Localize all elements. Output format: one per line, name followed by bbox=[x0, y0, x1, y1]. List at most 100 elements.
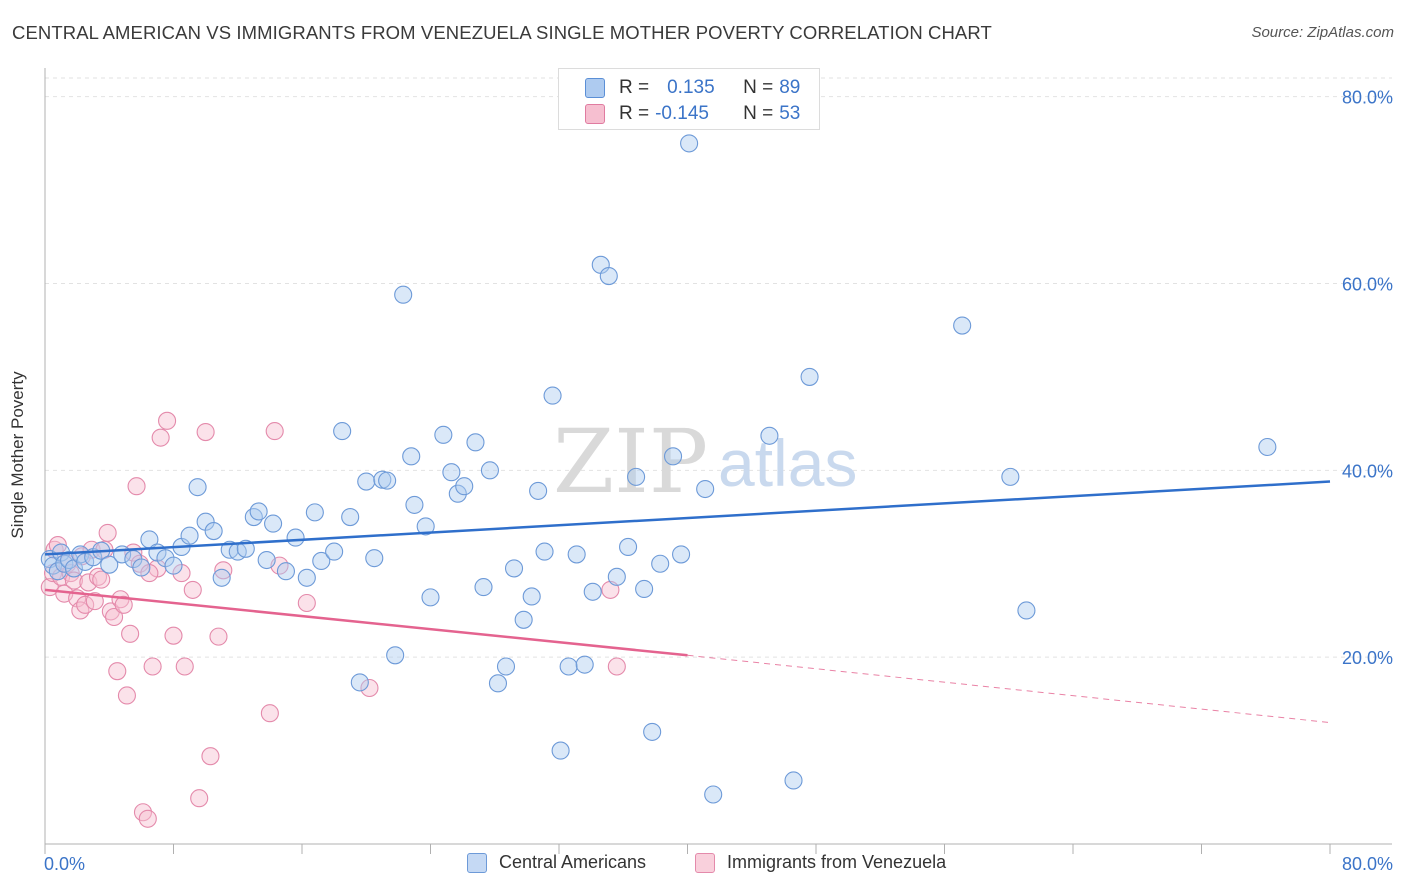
x-tick-label: 80.0% bbox=[1342, 854, 1393, 874]
venezuela-point bbox=[209, 627, 228, 646]
central-american-point bbox=[394, 285, 413, 304]
central-american-point bbox=[448, 484, 467, 503]
legend-r-label: R = bbox=[619, 77, 650, 98]
venezuela-point bbox=[88, 567, 108, 586]
central-american-point bbox=[249, 502, 268, 521]
central-american-point bbox=[212, 568, 231, 587]
chart-title: CENTRAL AMERICAN VS IMMIGRANTS FROM VENE… bbox=[12, 22, 992, 43]
legend-r-value: -0.145 bbox=[655, 103, 709, 124]
venezuela-point bbox=[260, 704, 279, 723]
central-american-point bbox=[504, 559, 524, 578]
y-axis-label: Single Mother Poverty bbox=[8, 371, 27, 539]
legend-n-label: N = bbox=[743, 103, 774, 124]
venezuela-point bbox=[85, 592, 104, 611]
central-american-point bbox=[607, 567, 626, 586]
legend-r-value: 0.135 bbox=[667, 77, 715, 98]
venezuela-point bbox=[151, 428, 170, 447]
legend-r-label: R = bbox=[619, 103, 650, 124]
central-american-point bbox=[386, 646, 405, 665]
central-american-point bbox=[204, 522, 223, 541]
venezuela-point bbox=[360, 678, 379, 698]
legend-swatch-venezuela bbox=[695, 852, 715, 873]
central-american-point bbox=[164, 556, 183, 575]
central-american-point bbox=[276, 562, 295, 581]
venezuela-point bbox=[92, 570, 111, 589]
legend-swatch-blue bbox=[585, 78, 605, 98]
legend-row-central-american: R = 0.135 N = 89 bbox=[585, 77, 800, 99]
central-american-point bbox=[466, 433, 485, 452]
legend-item-venezuela[interactable]: Immigrants from Venezuela bbox=[695, 852, 946, 873]
central-american-point bbox=[1017, 601, 1036, 620]
central-american-point bbox=[651, 554, 670, 573]
central-american-point bbox=[341, 507, 360, 527]
central-american-point bbox=[784, 771, 803, 790]
venezuela-trend-extension bbox=[687, 654, 1331, 724]
venezuela-point bbox=[117, 686, 136, 705]
central-american-point bbox=[551, 741, 570, 760]
venezuela-point bbox=[114, 595, 133, 614]
central-american-point bbox=[312, 551, 331, 571]
central-american-point bbox=[543, 386, 562, 405]
y-tick-label: 20.0% bbox=[1342, 648, 1393, 668]
central-american-point bbox=[333, 422, 352, 441]
venezuela-point bbox=[76, 595, 95, 614]
central-american-point bbox=[378, 471, 397, 490]
trend-lines bbox=[44, 480, 1331, 724]
central-american-point bbox=[264, 514, 283, 533]
central-american-point bbox=[416, 517, 435, 536]
central-american-point bbox=[474, 578, 493, 597]
central-american-point bbox=[529, 481, 548, 500]
venezuela-point bbox=[265, 422, 284, 441]
central-american-point bbox=[180, 526, 199, 545]
central-american-point bbox=[365, 549, 384, 568]
series-legend: Central Americans Immigrants from Venezu… bbox=[0, 852, 1406, 876]
central-american-point bbox=[60, 550, 79, 570]
series-central-american-points bbox=[40, 134, 1277, 804]
venezuela-trend-line bbox=[44, 588, 688, 657]
central-american-point bbox=[672, 545, 691, 564]
central-american-point bbox=[696, 479, 715, 499]
central-american-point bbox=[559, 657, 578, 676]
central-american-point bbox=[1001, 467, 1020, 486]
central-american-point bbox=[297, 568, 316, 587]
central-american-point bbox=[442, 463, 461, 482]
series-venezuela-points bbox=[40, 411, 626, 828]
central-american-point bbox=[257, 550, 276, 570]
legend-label-central-americans: Central Americans bbox=[499, 852, 647, 872]
central-american-point bbox=[325, 542, 344, 561]
legend-item-central-americans[interactable]: Central Americans bbox=[467, 852, 646, 873]
central-american-point bbox=[350, 673, 369, 692]
watermark-atlas: atlas bbox=[718, 426, 857, 500]
grid-lines bbox=[45, 77, 1392, 658]
venezuela-point bbox=[214, 561, 233, 580]
central-american-point bbox=[188, 478, 207, 497]
central-american-point bbox=[357, 472, 376, 491]
central-american-point bbox=[760, 426, 779, 445]
stats-legend: R = 0.135 N = 89 R = -0.145 N = 53 bbox=[558, 68, 820, 130]
central-american-point bbox=[488, 674, 508, 693]
venezuela-point bbox=[297, 593, 316, 613]
central-american-point bbox=[496, 657, 516, 676]
legend-label-venezuela: Immigrants from Venezuela bbox=[727, 852, 947, 872]
venezuela-point bbox=[158, 411, 177, 430]
venezuela-point bbox=[190, 789, 209, 808]
central-american-point bbox=[236, 539, 255, 558]
venezuela-point bbox=[175, 657, 194, 676]
central-american-point bbox=[567, 545, 586, 564]
central-american-point bbox=[434, 425, 453, 444]
central-american-point bbox=[405, 495, 424, 514]
central-american-point bbox=[599, 266, 618, 286]
source-label: Source: ZipAtlas.com bbox=[1251, 24, 1394, 41]
central-american-point bbox=[680, 134, 699, 153]
venezuela-point bbox=[143, 657, 162, 676]
venezuela-point bbox=[196, 422, 215, 442]
central-american-point bbox=[43, 556, 63, 575]
central-american-point bbox=[635, 579, 654, 599]
venezuela-point bbox=[138, 809, 157, 828]
central-american-point bbox=[402, 447, 421, 466]
watermark-zip: ZIP bbox=[553, 410, 708, 513]
venezuela-point bbox=[201, 747, 220, 766]
central-american-point bbox=[575, 655, 594, 674]
venezuela-point bbox=[105, 607, 124, 627]
central-american-trend-line bbox=[44, 480, 1331, 556]
